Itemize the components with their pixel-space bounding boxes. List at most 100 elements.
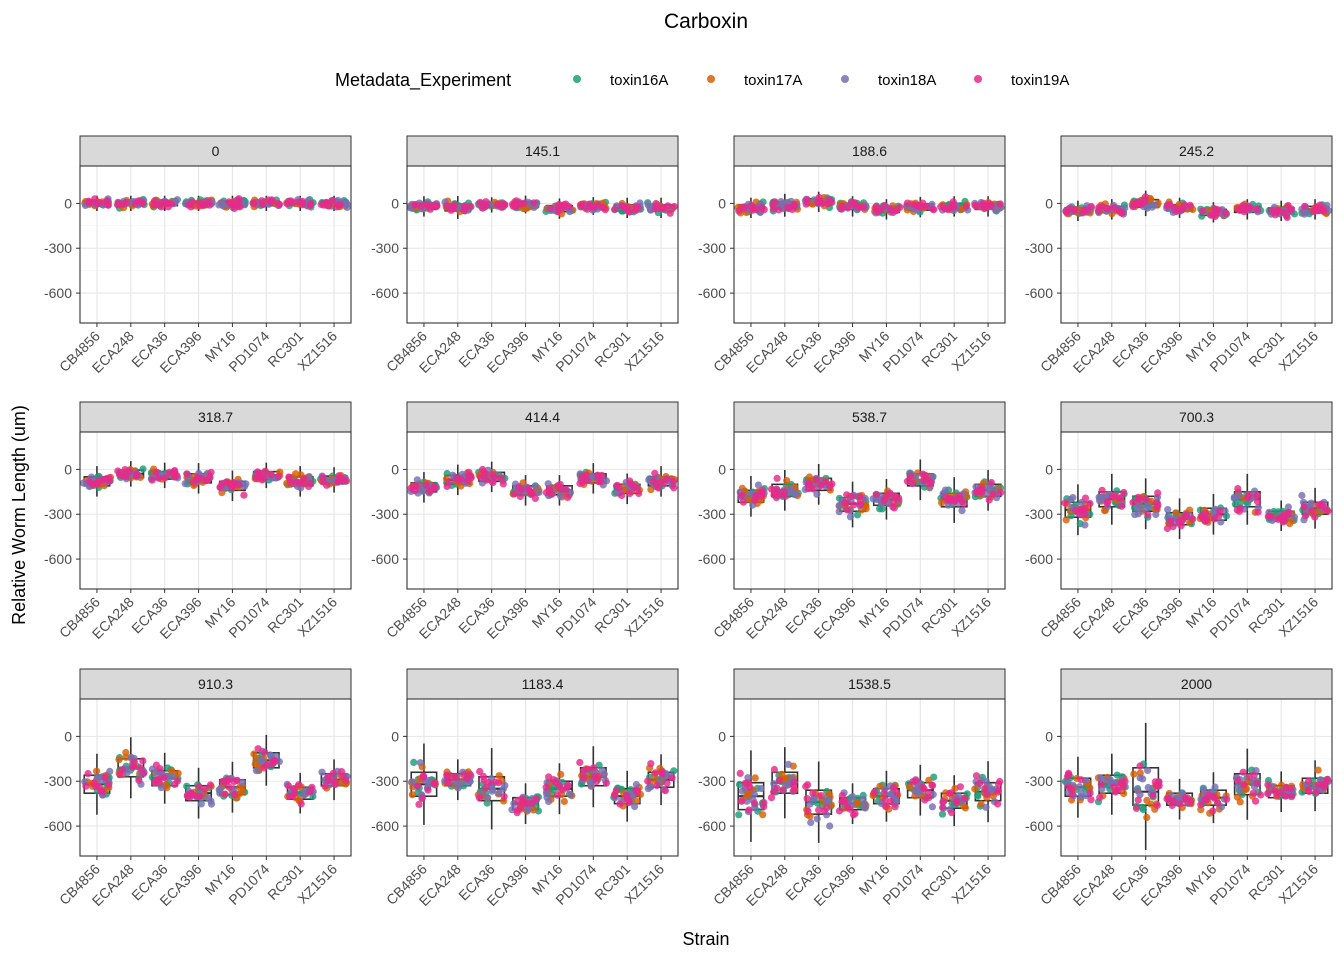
facet-panel-414.4: 414.40-300-600CB4856ECA248ECA36ECA396MY1… [371, 401, 679, 642]
data-point-toxin17A [529, 806, 538, 814]
data-point-toxin19A [929, 205, 937, 213]
y-tick-label: -600 [371, 818, 399, 834]
data-point-toxin18A [1148, 203, 1156, 211]
data-point-toxin19A [745, 780, 753, 788]
data-point-toxin17A [1236, 798, 1244, 806]
data-point-toxin19A [1308, 507, 1316, 515]
data-point-toxin19A [758, 492, 766, 500]
data-point-toxin19A [105, 474, 113, 482]
data-point-toxin19A [136, 764, 144, 772]
data-point-toxin19A [817, 482, 825, 490]
data-point-toxin19A [261, 467, 269, 475]
y-tick-label: -600 [44, 551, 72, 567]
facet-strip [406, 668, 679, 700]
data-point-toxin19A [855, 203, 863, 211]
data-point-toxin19A [576, 758, 584, 767]
data-point-toxin19A [495, 779, 503, 787]
data-point-toxin19A [1104, 205, 1112, 213]
data-point-toxin18A [1139, 775, 1147, 783]
data-point-toxin19A [476, 473, 485, 481]
data-point-toxin19A [770, 765, 779, 774]
data-point-toxin19A [1065, 783, 1073, 791]
data-point-toxin19A [592, 777, 601, 786]
data-point-toxin19A [760, 803, 768, 811]
data-point-toxin19A [657, 204, 665, 213]
data-point-toxin17A [557, 770, 565, 779]
facet-grid: 00-300-600CB4856ECA248ECA36ECA396MY16PD1… [44, 135, 1333, 909]
data-point-toxin19A [513, 806, 521, 814]
data-point-toxin19A [651, 469, 659, 477]
data-point-toxin19A [1277, 788, 1285, 797]
data-point-toxin19A [497, 203, 505, 211]
data-point-toxin19A [183, 792, 192, 800]
data-point-toxin19A [1214, 799, 1222, 807]
data-point-toxin19A [555, 200, 563, 209]
data-point-toxin19A [856, 500, 865, 508]
facet-strip-label: 700.3 [1179, 409, 1214, 425]
data-point-toxin19A [996, 200, 1005, 208]
data-point-toxin19A [510, 490, 519, 498]
data-point-toxin18A [1230, 493, 1238, 501]
data-point-toxin16A [410, 758, 418, 767]
data-point-toxin18A [807, 818, 815, 827]
data-point-toxin19A [580, 767, 588, 775]
data-point-toxin18A [784, 760, 792, 769]
data-point-toxin18A [813, 815, 821, 823]
data-point-toxin19A [284, 782, 292, 790]
y-tick-label: 0 [64, 728, 72, 744]
data-point-toxin18A [106, 767, 114, 776]
data-point-toxin19A [1319, 205, 1327, 213]
data-point-toxin18A [859, 795, 867, 803]
data-point-toxin19A [1240, 780, 1248, 789]
data-point-toxin19A [835, 807, 844, 815]
data-point-toxin19A [1063, 208, 1071, 216]
facet-panel-2000: 20000-300-600CB4856ECA248ECA36ECA396MY16… [1025, 668, 1333, 909]
data-point-toxin19A [735, 207, 743, 215]
facet-strip-label: 318.7 [198, 409, 233, 425]
data-point-toxin19A [552, 779, 560, 787]
data-point-toxin19A [444, 771, 452, 780]
data-point-toxin19A [838, 202, 847, 210]
data-point-toxin19A [1264, 790, 1272, 798]
data-point-toxin19A [593, 471, 602, 479]
data-point-toxin19A [823, 804, 831, 812]
data-point-toxin19A [135, 776, 143, 785]
facet-strip-label: 910.3 [198, 676, 233, 692]
data-point-toxin19A [254, 745, 262, 753]
data-point-toxin19A [895, 494, 903, 502]
data-point-toxin19A [122, 473, 130, 481]
data-point-toxin19A [1246, 203, 1254, 211]
data-point-toxin19A [767, 794, 776, 802]
data-point-toxin19A [443, 482, 451, 491]
data-point-toxin18A [754, 481, 763, 489]
data-point-toxin19A [101, 773, 109, 782]
data-point-toxin19A [1207, 211, 1215, 219]
y-tick-label: -600 [371, 551, 399, 567]
data-point-toxin18A [1221, 507, 1229, 515]
y-tick-label: 0 [1045, 728, 1053, 744]
data-point-toxin17A [174, 769, 182, 777]
data-point-toxin19A [92, 783, 100, 791]
data-point-toxin19A [319, 473, 327, 481]
data-point-toxin19A [1111, 788, 1120, 796]
data-point-toxin19A [973, 203, 981, 211]
data-point-toxin19A [669, 477, 678, 485]
facet-panel-318.7: 318.70-300-600CB4856ECA248ECA36ECA396MY1… [44, 401, 352, 642]
data-point-toxin19A [456, 475, 465, 483]
data-point-toxin19A [909, 479, 917, 487]
data-point-toxin19A [1253, 779, 1261, 787]
data-point-toxin19A [651, 205, 660, 213]
panel-border [79, 165, 352, 324]
data-point-toxin18A [1199, 785, 1208, 794]
y-tick-label: -600 [698, 551, 726, 567]
data-point-toxin19A [268, 196, 276, 204]
data-point-toxin17A [560, 797, 569, 806]
data-point-toxin19A [881, 796, 889, 804]
panel-background [407, 432, 678, 589]
data-point-toxin19A [554, 208, 562, 216]
legend-key-toxin17A [707, 75, 715, 83]
data-point-toxin19A [817, 792, 825, 800]
data-point-toxin19A [170, 468, 178, 476]
data-point-toxin19A [206, 781, 214, 789]
data-point-toxin19A [1068, 790, 1076, 799]
